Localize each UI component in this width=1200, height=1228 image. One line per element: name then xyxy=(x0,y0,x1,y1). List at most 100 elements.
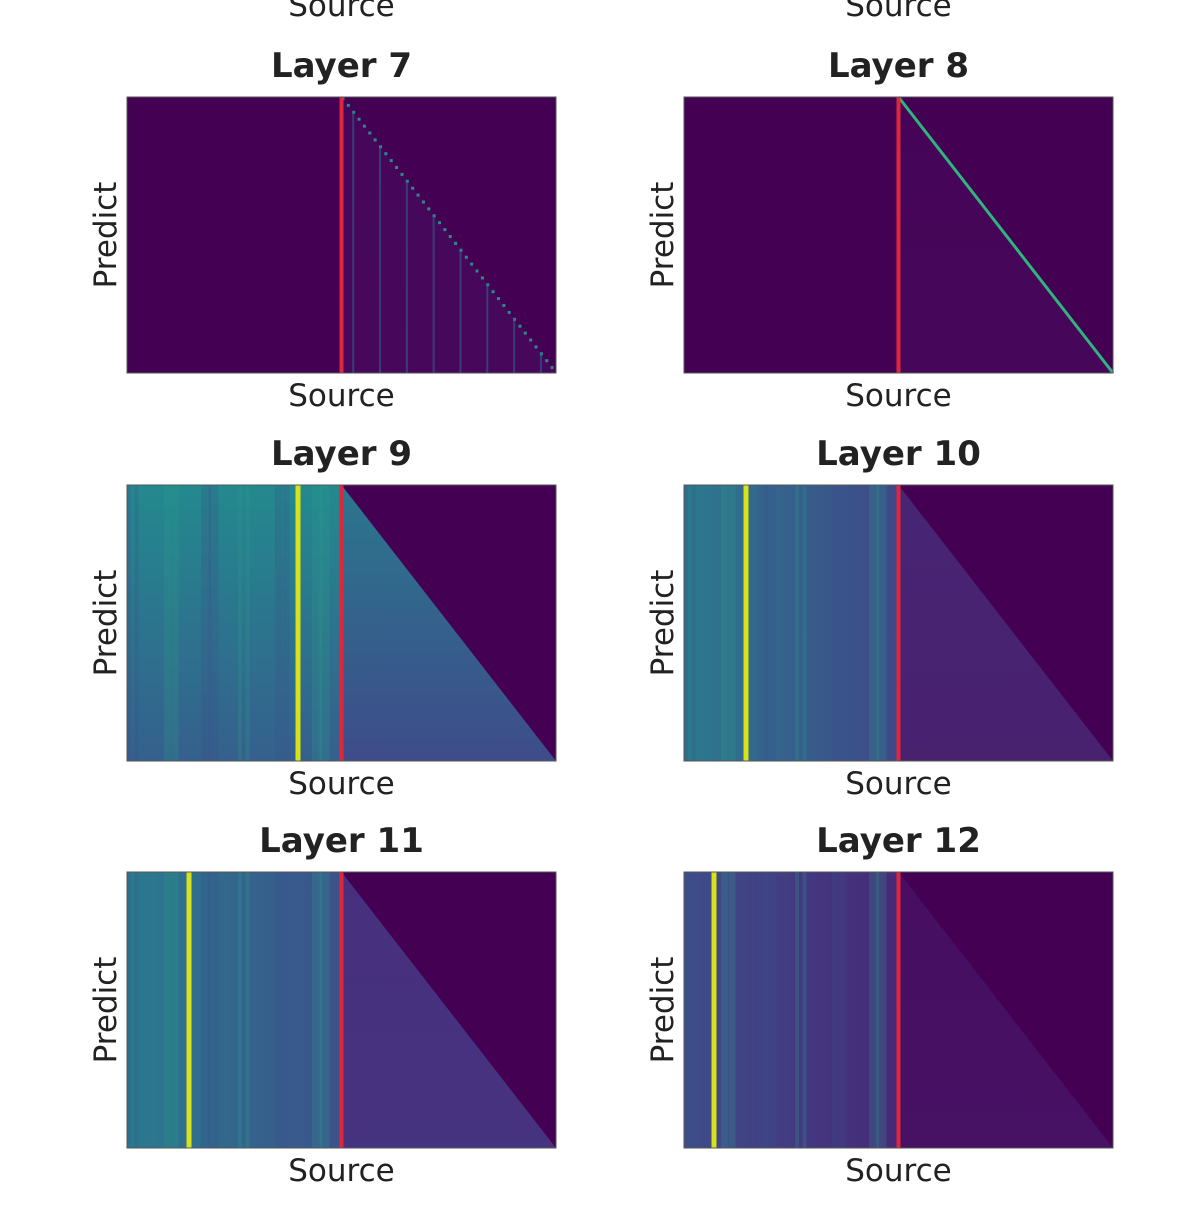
heatmap-source-region xyxy=(127,97,342,373)
source-boundary xyxy=(339,872,344,1148)
heatmap-stripe xyxy=(832,485,839,761)
heatmap-dot xyxy=(400,172,404,176)
heatmap-frame xyxy=(683,484,1114,762)
y-axis-label: Predict xyxy=(645,570,681,677)
heatmap-stripe xyxy=(319,872,330,1148)
source-boundary xyxy=(896,97,901,373)
y-axis-label: Predict xyxy=(88,182,124,289)
heatmap-streak xyxy=(513,317,516,373)
heatmap-stripe xyxy=(765,872,776,1148)
heatmap-dot xyxy=(411,186,415,190)
heatmap-dot xyxy=(497,297,501,301)
heatmap-frame xyxy=(126,871,557,1149)
heatmap-stripe xyxy=(134,485,139,761)
heatmap-hot-column xyxy=(711,872,717,1148)
heatmap-source-region xyxy=(684,872,899,1148)
heatmap-dot xyxy=(464,255,468,259)
heatmap-dot xyxy=(427,207,431,211)
heatmap xyxy=(683,96,1115,374)
heatmap-stripe xyxy=(238,872,242,1148)
heatmap-dot xyxy=(448,235,452,238)
panel-title: Layer 11 xyxy=(259,821,424,861)
heatmap-dot xyxy=(454,241,458,245)
heatmap-dot xyxy=(346,103,350,107)
heatmap-triangle xyxy=(898,485,1113,761)
heatmap-stripe xyxy=(312,872,322,1148)
heatmap-stripe xyxy=(869,872,879,1148)
panel-title: Layer 7 xyxy=(271,46,412,86)
heatmap-dot xyxy=(529,338,533,342)
heatmap-dot xyxy=(545,359,549,363)
heatmap-stripe xyxy=(795,485,799,761)
heatmap-dot xyxy=(395,166,399,169)
heatmap-stripe xyxy=(208,485,219,761)
heatmap-stripe xyxy=(691,485,696,761)
heatmap-diagonal xyxy=(897,96,1115,374)
heatmap-dot xyxy=(416,193,420,197)
x-axis-label: Source xyxy=(288,1153,394,1189)
heatmap-triangle xyxy=(341,872,556,1148)
heatmap-triangle xyxy=(341,485,556,761)
x-axis-label: Source xyxy=(288,0,394,24)
heatmap-frame xyxy=(683,871,1114,1149)
source-boundary xyxy=(896,872,901,1148)
heatmap-dot xyxy=(502,304,506,307)
heatmap-stripe xyxy=(765,485,776,761)
heatmap-dot xyxy=(357,117,361,121)
heatmap-stripe xyxy=(802,485,807,761)
x-axis-label: Source xyxy=(845,766,951,802)
heatmap xyxy=(126,484,557,762)
heatmap-streak xyxy=(459,248,462,373)
heatmap-source-region xyxy=(684,97,899,373)
source-boundary xyxy=(896,485,901,761)
heatmap-dot xyxy=(384,152,388,156)
heatmap-hot-column xyxy=(295,485,301,761)
heatmap-stripe xyxy=(127,872,131,1148)
heatmap-triangle xyxy=(898,872,1113,1148)
panel-title: Layer 9 xyxy=(271,434,412,474)
heatmap-stripe xyxy=(839,485,847,761)
heatmap-stripe xyxy=(839,872,847,1148)
panel-title: Layer 8 xyxy=(828,46,969,86)
heatmap xyxy=(126,871,557,1149)
x-axis-label: Source xyxy=(845,378,951,414)
heatmap-dot xyxy=(491,290,495,294)
heatmap-dot xyxy=(550,366,554,370)
heatmap-dot xyxy=(518,324,522,328)
heatmap-stripe xyxy=(728,872,736,1148)
heatmap-stripe xyxy=(238,485,242,761)
heatmap-streak xyxy=(539,352,542,373)
heatmap-stripe xyxy=(134,872,139,1148)
heatmap-hot-column xyxy=(743,485,749,761)
heatmap-stripe xyxy=(795,872,799,1148)
heatmap-dot xyxy=(507,310,511,314)
heatmap-stripe xyxy=(312,485,322,761)
heatmap-stripe xyxy=(758,872,768,1148)
heatmap xyxy=(126,96,557,374)
heatmap-stripe xyxy=(721,485,728,761)
heatmap-streak xyxy=(379,145,382,373)
heatmap-stripe xyxy=(876,872,887,1148)
x-axis-label: Source xyxy=(288,766,394,802)
heatmap-frame xyxy=(126,96,557,374)
heatmap-stripe xyxy=(876,485,887,761)
heatmap-stripe xyxy=(201,485,211,761)
x-axis-label: Source xyxy=(845,0,951,24)
heatmap-dot xyxy=(443,228,447,232)
y-axis-label: Predict xyxy=(88,570,124,677)
heatmap-stripe xyxy=(721,872,728,1148)
panel-title: Layer 10 xyxy=(816,434,981,474)
heatmap-streak xyxy=(486,283,489,373)
heatmap-stripe xyxy=(201,872,211,1148)
heatmap-stripe xyxy=(171,872,179,1148)
heatmap-stripe xyxy=(208,872,219,1148)
heatmap-stripe xyxy=(164,872,171,1148)
heatmap-dot xyxy=(362,124,366,128)
heatmap-dot xyxy=(523,331,527,335)
heatmap-stripe xyxy=(684,485,688,761)
heatmap-stripe xyxy=(684,872,688,1148)
heatmap-stripe xyxy=(245,485,250,761)
heatmap-stripe xyxy=(758,485,768,761)
heatmap-streak xyxy=(405,179,408,373)
